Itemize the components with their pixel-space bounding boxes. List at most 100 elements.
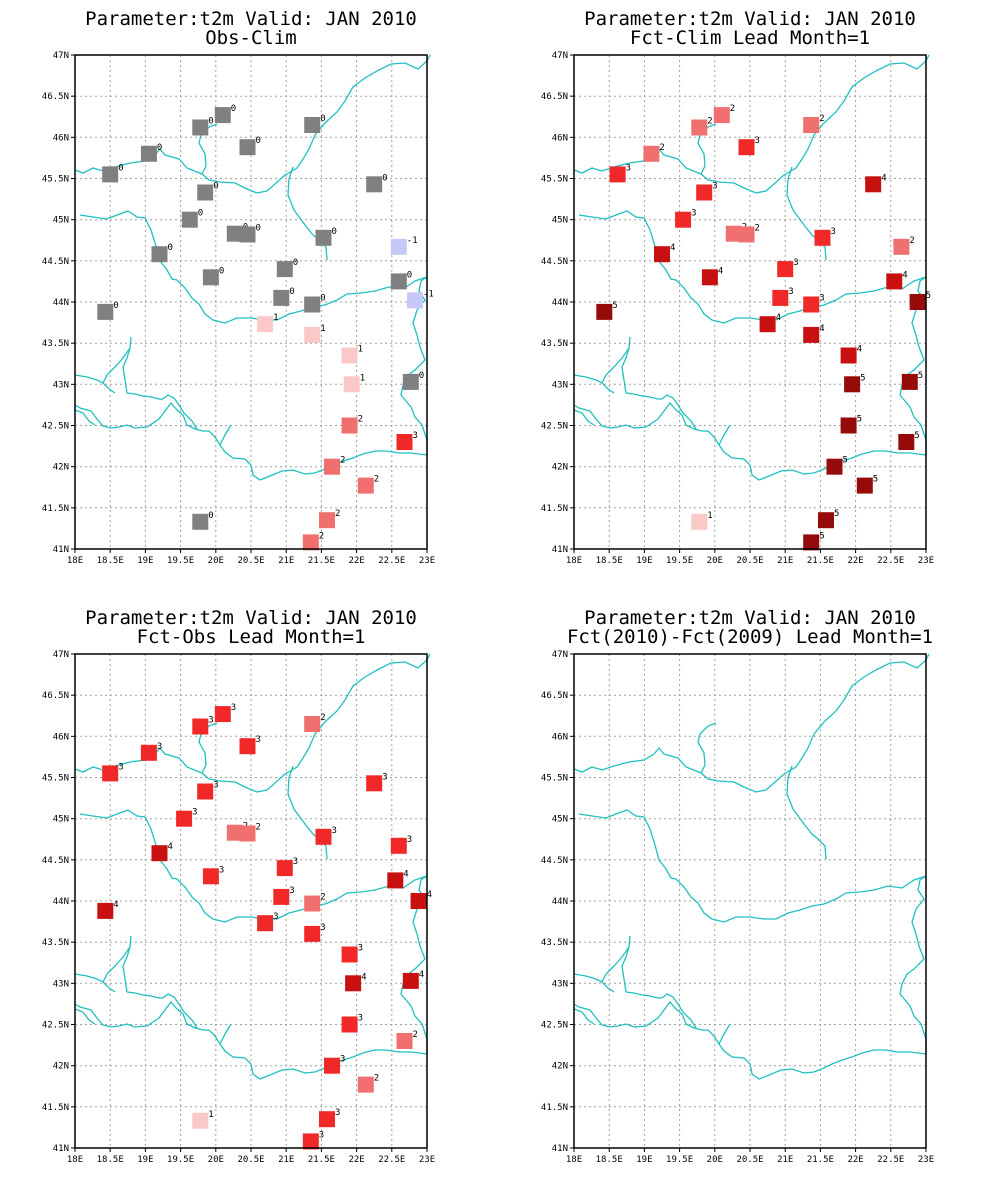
station-marker xyxy=(192,513,209,530)
station-value: 0 xyxy=(332,227,337,237)
station-marker xyxy=(818,512,834,529)
station-marker xyxy=(302,1133,319,1150)
map-grid xyxy=(574,654,926,1148)
station-marker xyxy=(302,534,319,551)
station-marker xyxy=(803,296,820,313)
station-value: 0 xyxy=(168,243,173,253)
station-marker xyxy=(343,376,360,393)
station-marker xyxy=(357,477,374,494)
station-value: 1 xyxy=(358,345,363,355)
lon-tick-label: 23E xyxy=(419,556,435,566)
station-marker xyxy=(691,513,708,530)
lon-tick-label: 21.5E xyxy=(807,1155,834,1165)
lon-tick-label: 18.5E xyxy=(596,1155,623,1165)
station-marker xyxy=(696,184,713,201)
lat-tick-label: 44N xyxy=(53,298,69,308)
lon-tick-label: 22E xyxy=(847,1155,863,1165)
station-value: 0 xyxy=(213,182,218,192)
station-marker xyxy=(345,975,362,992)
station-marker xyxy=(886,273,903,290)
lat-tick-label: 46.5N xyxy=(541,92,568,102)
station-value: 0 xyxy=(256,136,261,146)
station-value: 3 xyxy=(407,835,412,845)
station-marker xyxy=(304,296,321,313)
station-marker xyxy=(324,1057,340,1074)
lon-tick-label: 19E xyxy=(636,1155,652,1165)
panel-title: Parameter:t2m Valid: JAN 2010 xyxy=(584,607,916,629)
lon-tick-label: 20E xyxy=(707,556,723,566)
station-marker xyxy=(609,166,626,183)
station-value: 3 xyxy=(626,163,631,173)
station-value: 2 xyxy=(358,415,363,425)
station-value: 3 xyxy=(691,209,696,219)
station-marker xyxy=(315,229,332,246)
station-value: 4 xyxy=(718,266,723,276)
station-marker xyxy=(239,226,256,243)
station-marker xyxy=(777,261,794,278)
station-value: 1 xyxy=(320,324,325,334)
station-marker xyxy=(357,1076,374,1093)
lon-tick-label: 23E xyxy=(918,1155,934,1165)
station-value: 1 xyxy=(707,511,712,521)
station-marker xyxy=(909,294,926,310)
lat-tick-label: 44N xyxy=(552,897,568,907)
map-panel: Parameter:t2m Valid: JAN 2010Fct(2010)-F… xyxy=(541,607,934,1165)
station-value: 1 xyxy=(273,313,278,323)
station-marker xyxy=(176,810,193,827)
lat-tick-label: 46.5N xyxy=(42,92,69,102)
station-value: 3 xyxy=(320,923,325,933)
station-marker xyxy=(396,434,413,450)
station-marker xyxy=(239,738,256,755)
panel-subtitle: Fct-Clim Lead Month=1 xyxy=(630,27,870,49)
station-value: 5 xyxy=(926,291,931,301)
lon-tick-label: 19.5E xyxy=(666,1155,693,1165)
lat-tick-label: 42.5N xyxy=(541,1021,568,1031)
station-value: 2 xyxy=(320,713,325,723)
station-marker xyxy=(341,1016,358,1033)
lat-tick-label: 46N xyxy=(53,133,69,143)
station-marker xyxy=(202,868,219,885)
station-value: 3 xyxy=(755,136,760,146)
lon-tick-label: 21E xyxy=(777,556,793,566)
station-value: 0 xyxy=(419,371,424,381)
lon-tick-label: 23E xyxy=(419,1155,435,1165)
station-marker xyxy=(341,946,358,963)
station-marker xyxy=(803,117,820,133)
station-value: 3 xyxy=(319,1130,324,1140)
station-value: 5 xyxy=(914,431,919,441)
country-borders xyxy=(573,54,930,481)
lon-tick-label: 20E xyxy=(208,1155,224,1165)
station-marker xyxy=(701,269,718,286)
station-marker xyxy=(396,1033,413,1049)
lat-tick-label: 41.5N xyxy=(541,504,568,514)
station-marker xyxy=(257,915,274,932)
station-marker xyxy=(596,303,613,320)
lon-tick-label: 22.5E xyxy=(877,1155,904,1165)
station-value: 5 xyxy=(873,475,878,485)
station-value: 3 xyxy=(413,431,418,441)
lat-tick-label: 45.5N xyxy=(42,175,69,185)
station-marker xyxy=(814,229,831,246)
station-value: 2 xyxy=(659,143,664,153)
lon-tick-label: 18E xyxy=(67,556,83,566)
station-marker xyxy=(856,477,873,494)
station-marker xyxy=(151,845,168,862)
station-marker xyxy=(390,837,407,854)
station-marker xyxy=(226,225,243,242)
station-value: 3 xyxy=(118,762,123,772)
station-marker xyxy=(643,145,660,162)
lon-tick-label: 20.5E xyxy=(237,556,264,566)
lat-tick-label: 44.5N xyxy=(42,856,69,866)
station-value: 3 xyxy=(157,742,162,752)
lat-tick-label: 45.5N xyxy=(42,774,69,784)
station-marker xyxy=(803,534,820,551)
lat-tick-label: 46.5N xyxy=(42,691,69,701)
station-value: 3 xyxy=(219,865,224,875)
panel-title: Parameter:t2m Valid: JAN 2010 xyxy=(85,607,417,629)
panel-subtitle: Obs-Clim xyxy=(205,27,297,49)
lat-tick-label: 41N xyxy=(53,545,69,555)
lat-tick-label: 42.5N xyxy=(541,422,568,432)
station-value: 0 xyxy=(113,301,118,311)
